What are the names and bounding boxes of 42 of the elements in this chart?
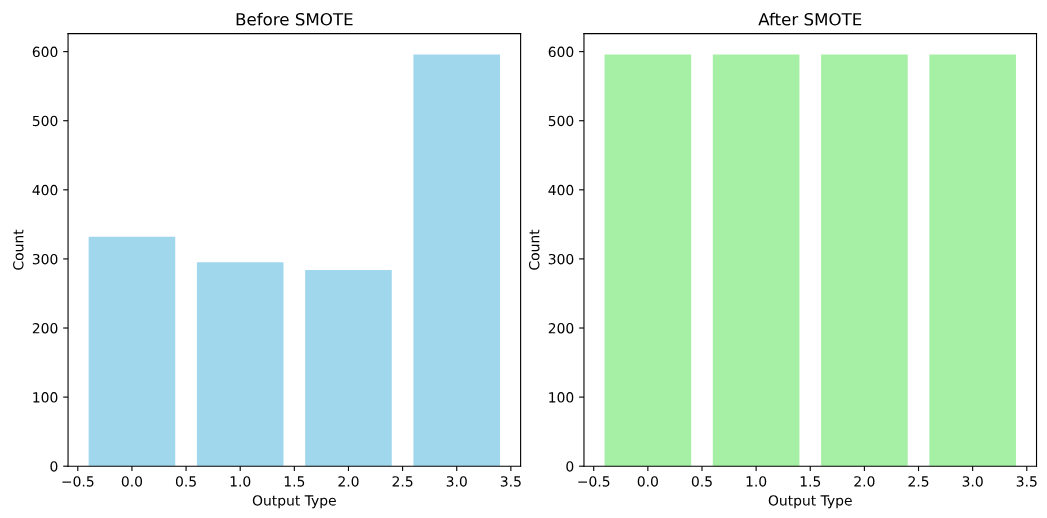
x-tick-label: 2.0 (338, 476, 359, 487)
x-tick-label: 3.0 (446, 476, 467, 487)
x-tick-label: 1.0 (230, 476, 251, 487)
bar (196, 262, 284, 467)
y-tick-label: 200 (548, 322, 574, 334)
y-tick-label: 100 (33, 392, 58, 403)
x-tick-label: 2.5 (908, 476, 929, 487)
x-axis-title: Output Type (252, 495, 336, 509)
x-tick-label: 0.5 (175, 476, 196, 487)
x-tick-label: 0.5 (691, 476, 712, 487)
y-tick-label: 300 (548, 253, 574, 265)
x-tick-label: −0.5 (62, 476, 94, 487)
x-tick-label: 3.5 (1016, 476, 1037, 487)
x-tick-label: 1.5 (284, 476, 305, 487)
x-tick-label: 3.0 (962, 476, 983, 487)
y-tick-label: 0 (50, 461, 58, 472)
bar (413, 54, 501, 467)
x-tick-label: 0.0 (121, 476, 143, 487)
x-tick-label: −0.5 (578, 476, 610, 487)
bar (305, 269, 392, 467)
x-tick-label: 0.0 (637, 476, 658, 487)
bar (88, 236, 176, 467)
y-tick-label: 500 (548, 115, 574, 127)
x-axis-title: Output Type (768, 495, 852, 509)
chart-title: Before SMOTE (236, 12, 353, 26)
y-tick-label: 0 (566, 461, 574, 472)
y-tick-label: 300 (32, 253, 58, 265)
y-tick-label: 500 (32, 115, 58, 127)
chart-title: After SMOTE (758, 12, 862, 26)
y-axis-title: Count (13, 229, 24, 270)
y-tick-label: 600 (32, 46, 58, 58)
x-tick-label: 2.0 (854, 476, 875, 487)
y-tick-label: 200 (32, 322, 58, 334)
y-tick-label: 600 (548, 46, 574, 58)
x-tick-label: 2.5 (392, 476, 413, 487)
y-tick-label: 100 (549, 392, 574, 403)
x-tick-label: 1.0 (746, 476, 767, 487)
x-tick-label: 1.5 (800, 476, 821, 487)
y-tick-label: 400 (548, 184, 574, 196)
y-axis-title: Count (528, 229, 540, 270)
y-tick-label: 400 (32, 184, 58, 196)
x-tick-label: 3.5 (500, 476, 521, 487)
